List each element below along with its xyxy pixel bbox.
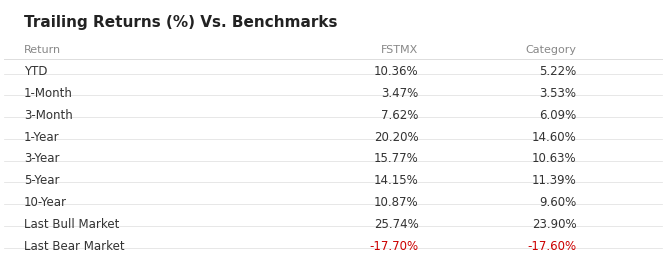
Text: 10-Year: 10-Year (24, 196, 67, 209)
Text: 3.47%: 3.47% (381, 87, 418, 100)
Text: 1-Year: 1-Year (24, 131, 59, 144)
Text: 6.09%: 6.09% (539, 109, 576, 122)
Text: 5.22%: 5.22% (539, 65, 576, 78)
Text: 15.77%: 15.77% (374, 152, 418, 165)
Text: 14.15%: 14.15% (374, 174, 418, 187)
Text: Return: Return (24, 45, 61, 55)
Text: -17.60%: -17.60% (527, 239, 576, 253)
Text: YTD: YTD (24, 65, 47, 78)
Text: 7.62%: 7.62% (381, 109, 418, 122)
Text: 10.36%: 10.36% (374, 65, 418, 78)
Text: 10.87%: 10.87% (374, 196, 418, 209)
Text: Last Bull Market: Last Bull Market (24, 218, 119, 231)
Text: FSTMX: FSTMX (381, 45, 418, 55)
Text: Category: Category (525, 45, 576, 55)
Text: 1-Month: 1-Month (24, 87, 73, 100)
Text: 3-Month: 3-Month (24, 109, 73, 122)
Text: Trailing Returns (%) Vs. Benchmarks: Trailing Returns (%) Vs. Benchmarks (24, 15, 338, 30)
Text: 23.90%: 23.90% (531, 218, 576, 231)
Text: 10.63%: 10.63% (531, 152, 576, 165)
Text: Last Bear Market: Last Bear Market (24, 239, 125, 253)
Text: -17.70%: -17.70% (370, 239, 418, 253)
Text: 11.39%: 11.39% (531, 174, 576, 187)
Text: 9.60%: 9.60% (539, 196, 576, 209)
Text: 3-Year: 3-Year (24, 152, 59, 165)
Text: 5-Year: 5-Year (24, 174, 59, 187)
Text: 14.60%: 14.60% (531, 131, 576, 144)
Text: 3.53%: 3.53% (539, 87, 576, 100)
Text: 25.74%: 25.74% (374, 218, 418, 231)
Text: 20.20%: 20.20% (374, 131, 418, 144)
